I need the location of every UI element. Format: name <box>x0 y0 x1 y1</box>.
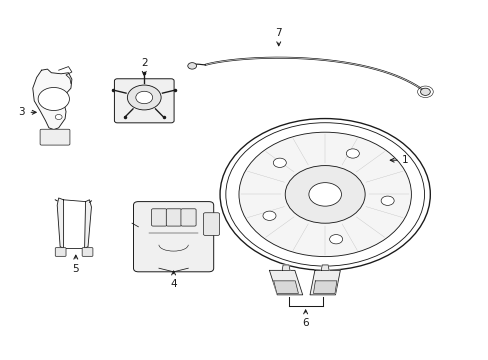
Ellipse shape <box>263 211 275 220</box>
FancyBboxPatch shape <box>166 209 181 226</box>
Polygon shape <box>269 270 302 295</box>
FancyBboxPatch shape <box>181 209 196 226</box>
Text: 2: 2 <box>141 58 147 68</box>
FancyBboxPatch shape <box>82 248 93 256</box>
Circle shape <box>136 91 152 104</box>
FancyBboxPatch shape <box>55 248 66 256</box>
Polygon shape <box>57 198 63 248</box>
FancyBboxPatch shape <box>133 202 213 272</box>
Circle shape <box>127 85 161 110</box>
Polygon shape <box>321 265 328 270</box>
Ellipse shape <box>273 158 286 167</box>
Ellipse shape <box>308 183 341 206</box>
Text: 3: 3 <box>18 107 24 117</box>
Polygon shape <box>313 281 336 293</box>
Ellipse shape <box>346 149 359 158</box>
Circle shape <box>187 63 196 69</box>
Circle shape <box>55 114 62 120</box>
Polygon shape <box>273 281 298 293</box>
Ellipse shape <box>380 196 393 205</box>
Polygon shape <box>282 265 289 270</box>
FancyBboxPatch shape <box>203 213 219 235</box>
Polygon shape <box>309 270 340 295</box>
FancyBboxPatch shape <box>40 129 70 145</box>
Ellipse shape <box>239 132 410 257</box>
Circle shape <box>38 87 69 111</box>
Text: 6: 6 <box>302 318 308 328</box>
FancyBboxPatch shape <box>151 209 166 226</box>
Ellipse shape <box>285 166 365 223</box>
Text: 1: 1 <box>401 155 408 165</box>
Text: 4: 4 <box>170 279 177 289</box>
FancyBboxPatch shape <box>114 79 174 123</box>
Polygon shape <box>33 69 72 130</box>
Text: 5: 5 <box>72 264 79 274</box>
Circle shape <box>420 88 429 95</box>
Text: 7: 7 <box>275 28 282 38</box>
Polygon shape <box>84 200 91 248</box>
Ellipse shape <box>329 235 342 244</box>
